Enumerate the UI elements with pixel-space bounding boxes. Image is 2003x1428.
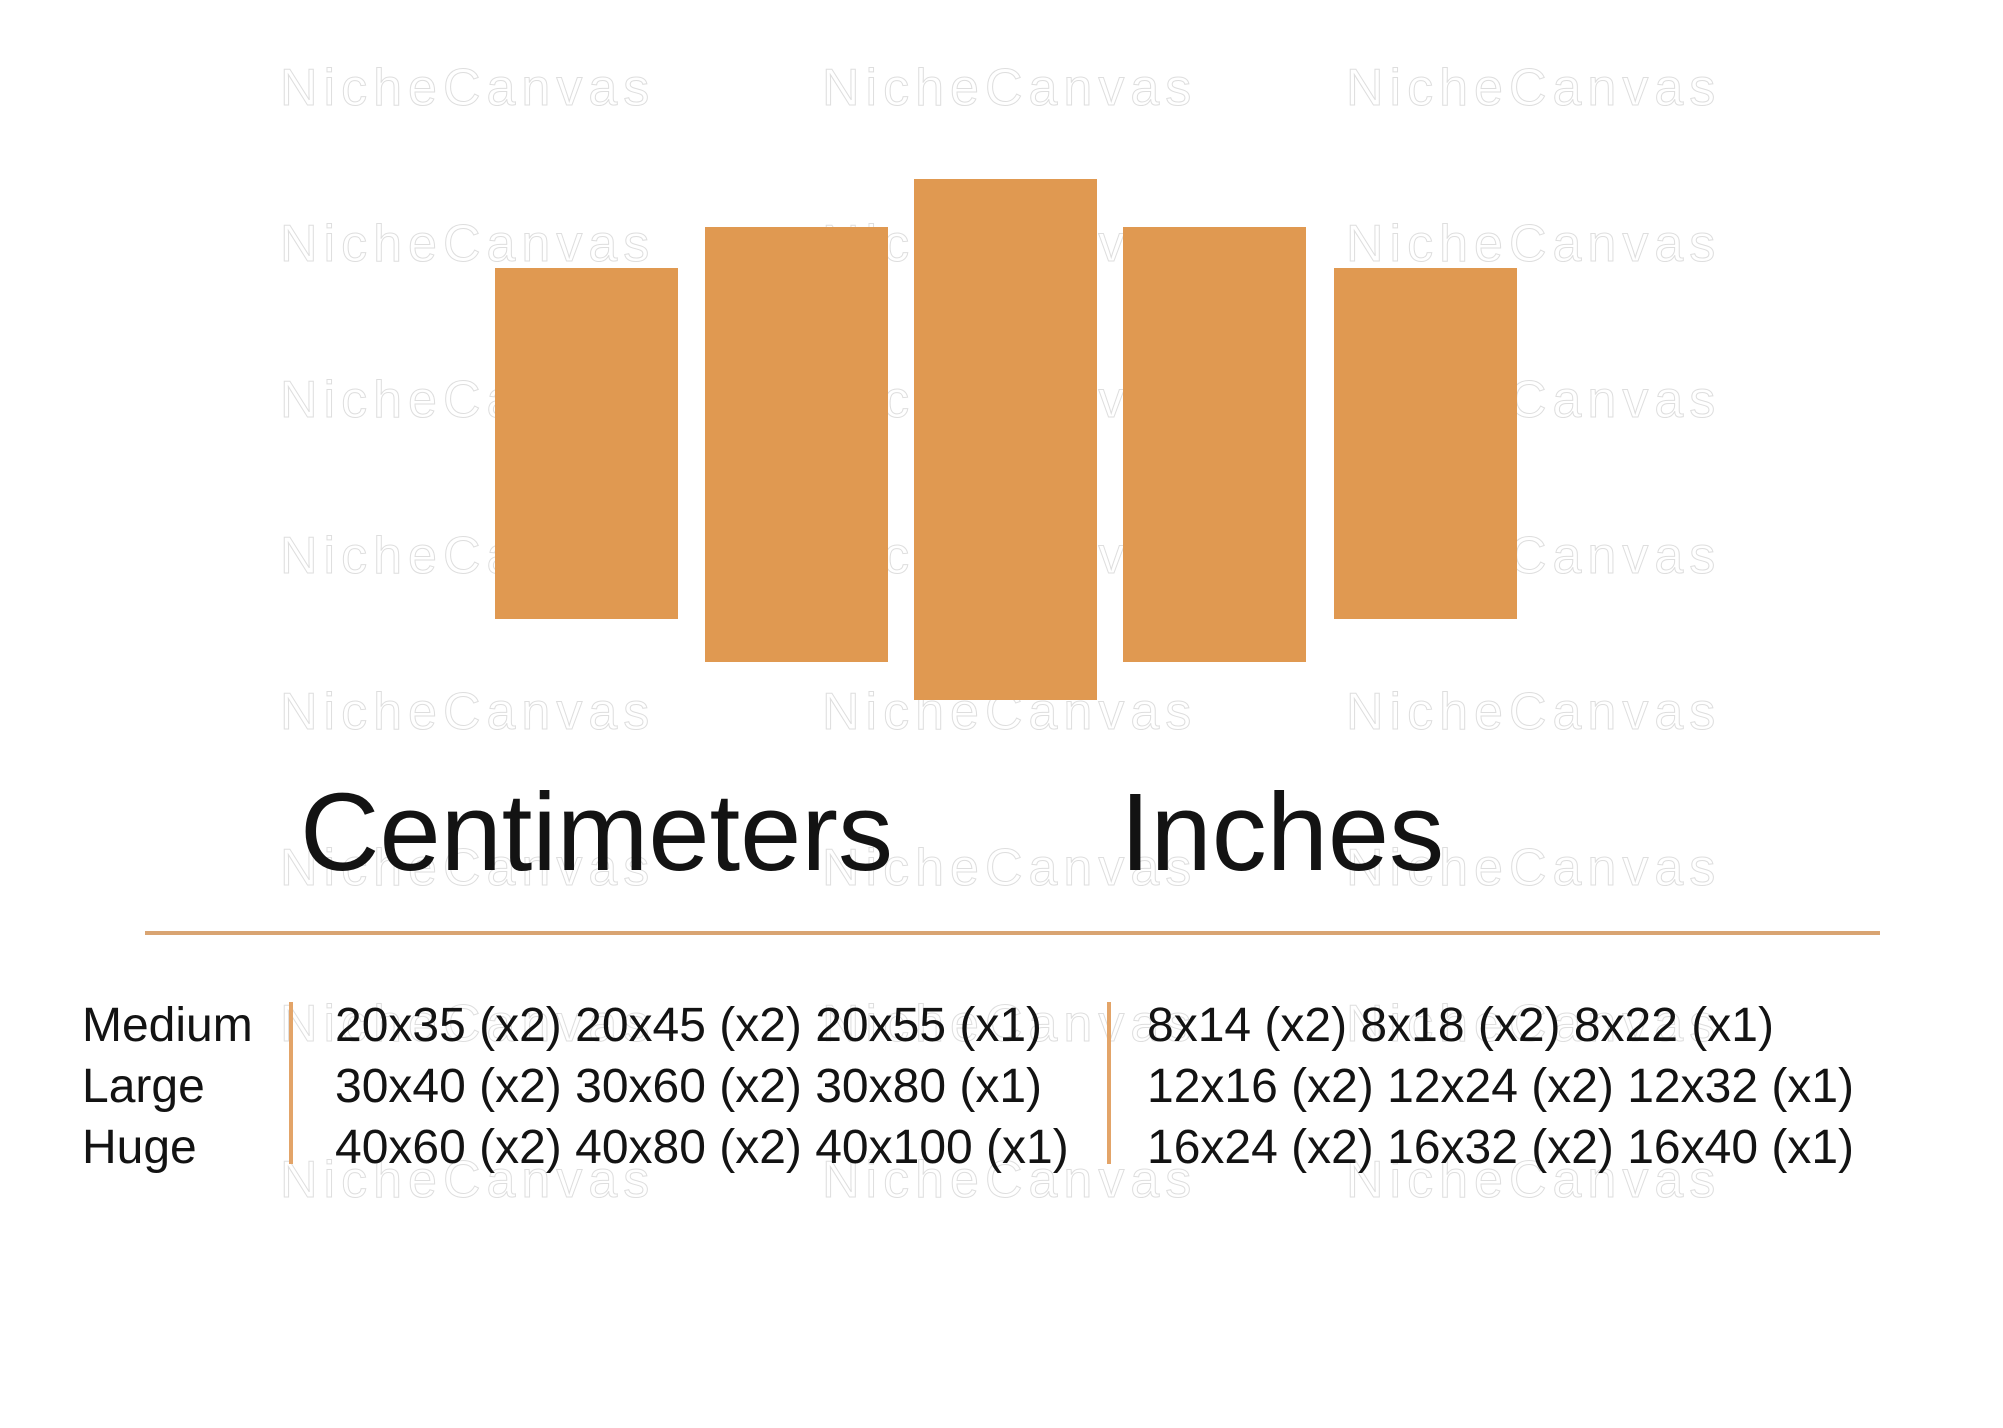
watermark-text: NicheCanvas [1345, 683, 1722, 741]
inch-sizes-column: 8x14 (x2) 8x18 (x2) 8x22 (x1) 12x16 (x2)… [1147, 995, 1854, 1178]
watermark-text: NicheCanvas [279, 839, 656, 897]
cm-sizes-large: 30x40 (x2) 30x60 (x2) 30x80 (x1) [335, 1060, 1043, 1113]
canvas-panel-3 [914, 179, 1097, 700]
watermark-text: NicheCanvas [1345, 215, 1722, 273]
watermark-text: NicheCanvas [821, 59, 1198, 117]
canvas-panel-4 [1123, 227, 1306, 662]
watermark-text: NicheCanvas [279, 683, 656, 741]
size-label-large: Large [82, 1060, 205, 1113]
orange-vertical-divider-left [289, 1002, 293, 1164]
size-labels-column: Medium Large Huge [82, 995, 253, 1178]
cm-sizes-huge: 40x60 (x2) 40x80 (x2) 40x100 (x1) [335, 1121, 1069, 1174]
watermark-text: NicheCanvas [821, 995, 1198, 1053]
watermark-text: NicheCanvas [1345, 839, 1722, 897]
canvas-panel-2 [705, 227, 888, 662]
cm-sizes-medium: 20x35 (x2) 20x45 (x2) 20x55 (x1) [335, 999, 1043, 1052]
watermark-text: NicheCanvas [279, 215, 656, 273]
orange-vertical-divider-right [1107, 1002, 1111, 1164]
watermark-text: NicheCanvas [821, 839, 1198, 897]
watermark-text: NicheCanvas [279, 59, 656, 117]
heading-centimeters: Centimeters [300, 771, 893, 894]
watermark-text: NicheCanvas [1345, 1151, 1722, 1209]
watermark-text: NicheCanvas [279, 995, 656, 1053]
inch-sizes-medium: 8x14 (x2) 8x18 (x2) 8x22 (x1) [1147, 999, 1774, 1052]
watermark-text: NicheCanvas [821, 1151, 1198, 1209]
inch-sizes-huge: 16x24 (x2) 16x32 (x2) 16x40 (x1) [1147, 1121, 1855, 1174]
centimeter-sizes-column: 20x35 (x2) 20x45 (x2) 20x55 (x1) 30x40 (… [335, 995, 1069, 1178]
heading-inches: Inches [1120, 771, 1445, 894]
inch-sizes-large: 12x16 (x2) 12x24 (x2) 12x32 (x1) [1147, 1060, 1855, 1113]
watermark-text: NicheCanvas [279, 1151, 656, 1209]
canvas-panel-1 [495, 268, 678, 619]
canvas-panel-5 [1334, 268, 1517, 619]
size-label-medium: Medium [82, 999, 253, 1052]
watermark-text: NicheCanvas [1345, 995, 1722, 1053]
size-label-huge: Huge [82, 1121, 197, 1174]
orange-horizontal-rule [145, 931, 1880, 935]
watermark-text: NicheCanvas [1345, 59, 1722, 117]
